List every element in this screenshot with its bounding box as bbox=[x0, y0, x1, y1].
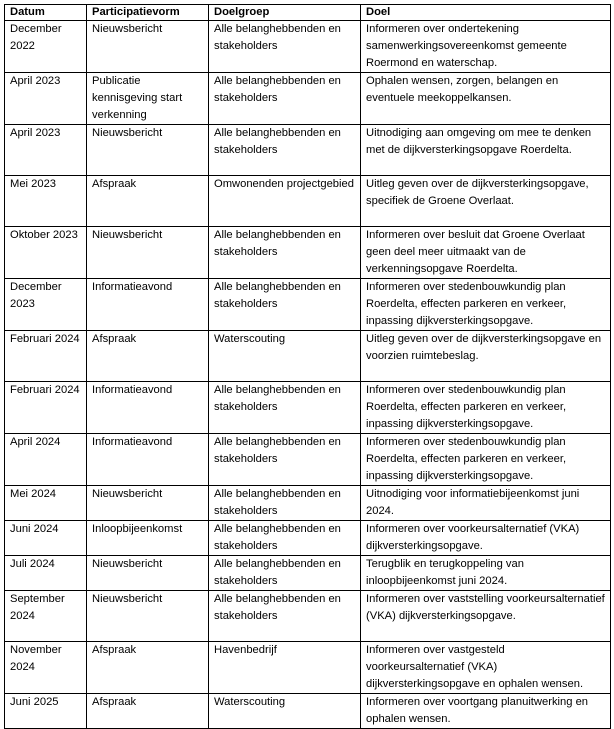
cell-doel: Informeren over stedenbouwkundig plan Ro… bbox=[360, 381, 611, 434]
table-row: Oktober 2023 Nieuwsbericht Alle belanghebb… bbox=[4, 226, 611, 279]
cell-participatievorm: Afspraak bbox=[86, 175, 209, 227]
table-row: April 2023 Nieuwsbericht Alle belanghebben… bbox=[4, 124, 611, 176]
cell-datum: Februari 2024 bbox=[4, 330, 87, 382]
cell-doel: Informeren over besluit dat Groene Overl… bbox=[360, 226, 611, 279]
cell-doelgroep: Alle belanghebbenden en stakeholders bbox=[208, 20, 361, 73]
cell-datum: April 2024 bbox=[4, 433, 87, 486]
cell-doel: Uitleg geven over de dijkversterkingsopg… bbox=[360, 175, 611, 227]
header-participatievorm: Participatievorm bbox=[86, 4, 209, 21]
header-doelgroep: Doelgroep bbox=[208, 4, 361, 21]
cell-participatievorm: Afspraak bbox=[86, 641, 209, 694]
cell-datum: April 2023 bbox=[4, 124, 87, 176]
cell-doelgroep: Alle belanghebbenden en stakeholders bbox=[208, 590, 361, 642]
cell-participatievorm: Nieuwsbericht bbox=[86, 555, 209, 591]
table-row: April 2023 Publicatie kennisgeving start … bbox=[4, 72, 611, 125]
cell-doel: Informeren over stedenbouwkundig plan Ro… bbox=[360, 433, 611, 486]
cell-participatievorm: Afspraak bbox=[86, 330, 209, 382]
table-row: September 2024 Nieuwsbericht Alle belanghe… bbox=[4, 590, 611, 642]
cell-datum: Mei 2024 bbox=[4, 485, 87, 521]
header-datum: Datum bbox=[4, 4, 87, 21]
header-row: Datum Participatievorm Doelgroep Doel bbox=[4, 4, 611, 21]
cell-doelgroep: Alle belanghebbenden en stakeholders bbox=[208, 485, 361, 521]
cell-datum: Juli 2024 bbox=[4, 555, 87, 591]
table-row: Februari 2024 Informatieavond Alle belangh… bbox=[4, 381, 611, 434]
cell-doel: Informeren over voortgang planuitwerking… bbox=[360, 693, 611, 729]
table-row: Februari 2024 Afspraak Waterscouting Uitleg… bbox=[4, 330, 611, 382]
cell-datum: November 2024 bbox=[4, 641, 87, 694]
cell-doel: Terugblik en terugkoppeling van inloopbi… bbox=[360, 555, 611, 591]
cell-datum: December 2022 bbox=[4, 20, 87, 73]
cell-doelgroep: Omwonenden projectgebied bbox=[208, 175, 361, 227]
cell-datum: Mei 2023 bbox=[4, 175, 87, 227]
cell-datum: Februari 2024 bbox=[4, 381, 87, 434]
cell-doelgroep: Alle belanghebbenden en stakeholders bbox=[208, 226, 361, 279]
cell-doelgroep: Havenbedrijf bbox=[208, 641, 361, 694]
table-row: Juni 2024 Inloopbijeenkomst Alle belangheb… bbox=[4, 520, 611, 556]
cell-participatievorm: Afspraak bbox=[86, 693, 209, 729]
table-row: Juni 2025 Afspraak Waterscouting Informeren… bbox=[4, 693, 611, 729]
cell-datum: Oktober 2023 bbox=[4, 226, 87, 279]
table-row: December 2023 Informatieavond Alle belangh… bbox=[4, 278, 611, 331]
cell-doel: Informeren over vastgesteld voorkeursalt… bbox=[360, 641, 611, 694]
cell-doelgroep: Alle belanghebbenden en stakeholders bbox=[208, 278, 361, 331]
cell-participatievorm: Informatieavond bbox=[86, 381, 209, 434]
cell-doel: Uitnodiging aan omgeving om mee te denke… bbox=[360, 124, 611, 176]
table-row: Mei 2024 Nieuwsbericht Alle belanghebbende… bbox=[4, 485, 611, 521]
cell-participatievorm: Informatieavond bbox=[86, 433, 209, 486]
participation-table: Datum Participatievorm Doelgroep Doel De… bbox=[4, 4, 611, 729]
cell-doelgroep: Waterscouting bbox=[208, 330, 361, 382]
table-row: December 2022 Nieuwsbericht Alle belangheb… bbox=[4, 20, 611, 73]
cell-doel: Informeren over ondertekening samenwerki… bbox=[360, 20, 611, 73]
cell-doelgroep: Alle belanghebbenden en stakeholders bbox=[208, 381, 361, 434]
cell-doelgroep: Alle belanghebbenden en stakeholders bbox=[208, 124, 361, 176]
cell-doelgroep: Alle belanghebbenden en stakeholders bbox=[208, 520, 361, 556]
cell-participatievorm: Nieuwsbericht bbox=[86, 590, 209, 642]
cell-datum: April 2023 bbox=[4, 72, 87, 125]
table-body: December 2022 Nieuwsbericht Alle belangheb… bbox=[4, 20, 611, 729]
cell-doelgroep: Alle belanghebbenden en stakeholders bbox=[208, 433, 361, 486]
cell-doelgroep: Waterscouting bbox=[208, 693, 361, 729]
table-row: Juli 2024 Nieuwsbericht Alle belanghebbend… bbox=[4, 555, 611, 591]
cell-doel: Informeren over stedenbouwkundig plan Ro… bbox=[360, 278, 611, 331]
cell-doel: Informeren over voorkeursalternatief (VK… bbox=[360, 520, 611, 556]
cell-doelgroep: Alle belanghebbenden en stakeholders bbox=[208, 72, 361, 125]
cell-participatievorm: Publicatie kennisgeving start verkenning bbox=[86, 72, 209, 125]
table-row: Mei 2023 Afspraak Omwonenden projectgebied… bbox=[4, 175, 611, 227]
cell-datum: December 2023 bbox=[4, 278, 87, 331]
cell-doel: Ophalen wensen, zorgen, belangen en even… bbox=[360, 72, 611, 125]
table-row: November 2024 Afspraak Havenbedrijf Informe… bbox=[4, 641, 611, 694]
table-row: April 2024 Informatieavond Alle belanghebb… bbox=[4, 433, 611, 486]
cell-datum: Juni 2025 bbox=[4, 693, 87, 729]
cell-datum: September 2024 bbox=[4, 590, 87, 642]
cell-participatievorm: Nieuwsbericht bbox=[86, 226, 209, 279]
cell-doel: Informeren over vaststelling voorkeursal… bbox=[360, 590, 611, 642]
cell-participatievorm: Inloopbijeenkomst bbox=[86, 520, 209, 556]
cell-datum: Juni 2024 bbox=[4, 520, 87, 556]
cell-doel: Uitleg geven over de dijkversterkingsopg… bbox=[360, 330, 611, 382]
cell-doel: Uitnodiging voor informatiebijeenkomst j… bbox=[360, 485, 611, 521]
cell-participatievorm: Nieuwsbericht bbox=[86, 485, 209, 521]
cell-participatievorm: Nieuwsbericht bbox=[86, 124, 209, 176]
cell-participatievorm: Nieuwsbericht bbox=[86, 20, 209, 73]
cell-doelgroep: Alle belanghebbenden en stakeholders bbox=[208, 555, 361, 591]
header-doel: Doel bbox=[360, 4, 611, 21]
cell-participatievorm: Informatieavond bbox=[86, 278, 209, 331]
